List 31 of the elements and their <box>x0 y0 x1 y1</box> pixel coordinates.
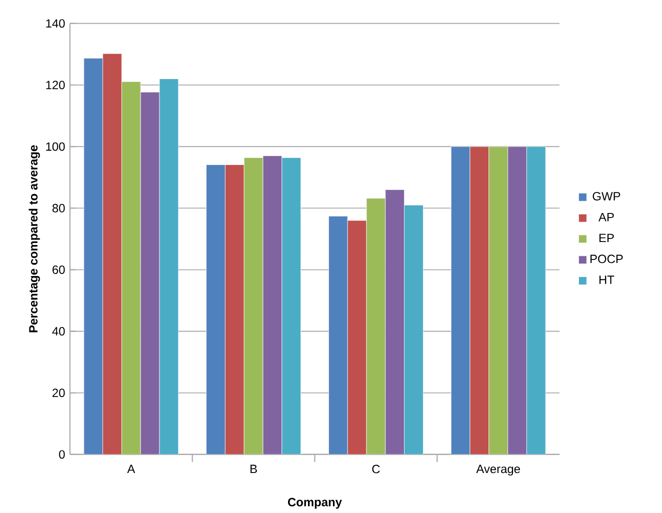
y-tick-label: 40 <box>52 326 65 336</box>
bar <box>470 146 490 454</box>
bar <box>159 78 179 454</box>
bar <box>508 146 527 454</box>
bar <box>262 156 282 454</box>
x-tick-label: B <box>250 464 257 473</box>
bar <box>224 164 244 454</box>
bar <box>404 204 424 454</box>
bar <box>282 157 302 454</box>
bar <box>102 53 122 454</box>
y-tick-label: 120 <box>46 80 65 90</box>
y-tick-label: 80 <box>52 204 65 212</box>
y-tick-label: 0 <box>59 450 65 459</box>
y-tick-label: 60 <box>52 265 65 274</box>
legend-label: POCP <box>590 254 623 264</box>
y-axis-title: Percentage compared to average <box>28 145 40 332</box>
x-tick-label: C <box>372 464 380 474</box>
legend-label: AP <box>598 212 614 222</box>
bar <box>347 220 367 454</box>
y-tick-label: 140 <box>46 19 65 28</box>
x-tick-label: Average <box>476 464 520 476</box>
y-tick-label: 20 <box>52 388 65 398</box>
legend-label: EP <box>599 234 614 242</box>
bar <box>385 189 404 454</box>
bar <box>140 92 160 454</box>
x-axis-title: Company <box>288 498 342 509</box>
y-tick-label: 100 <box>46 142 65 151</box>
legend-label: HT <box>599 276 614 284</box>
x-tick-label: A <box>127 464 136 473</box>
bar <box>526 146 546 454</box>
legend-label: GWP <box>592 192 620 200</box>
